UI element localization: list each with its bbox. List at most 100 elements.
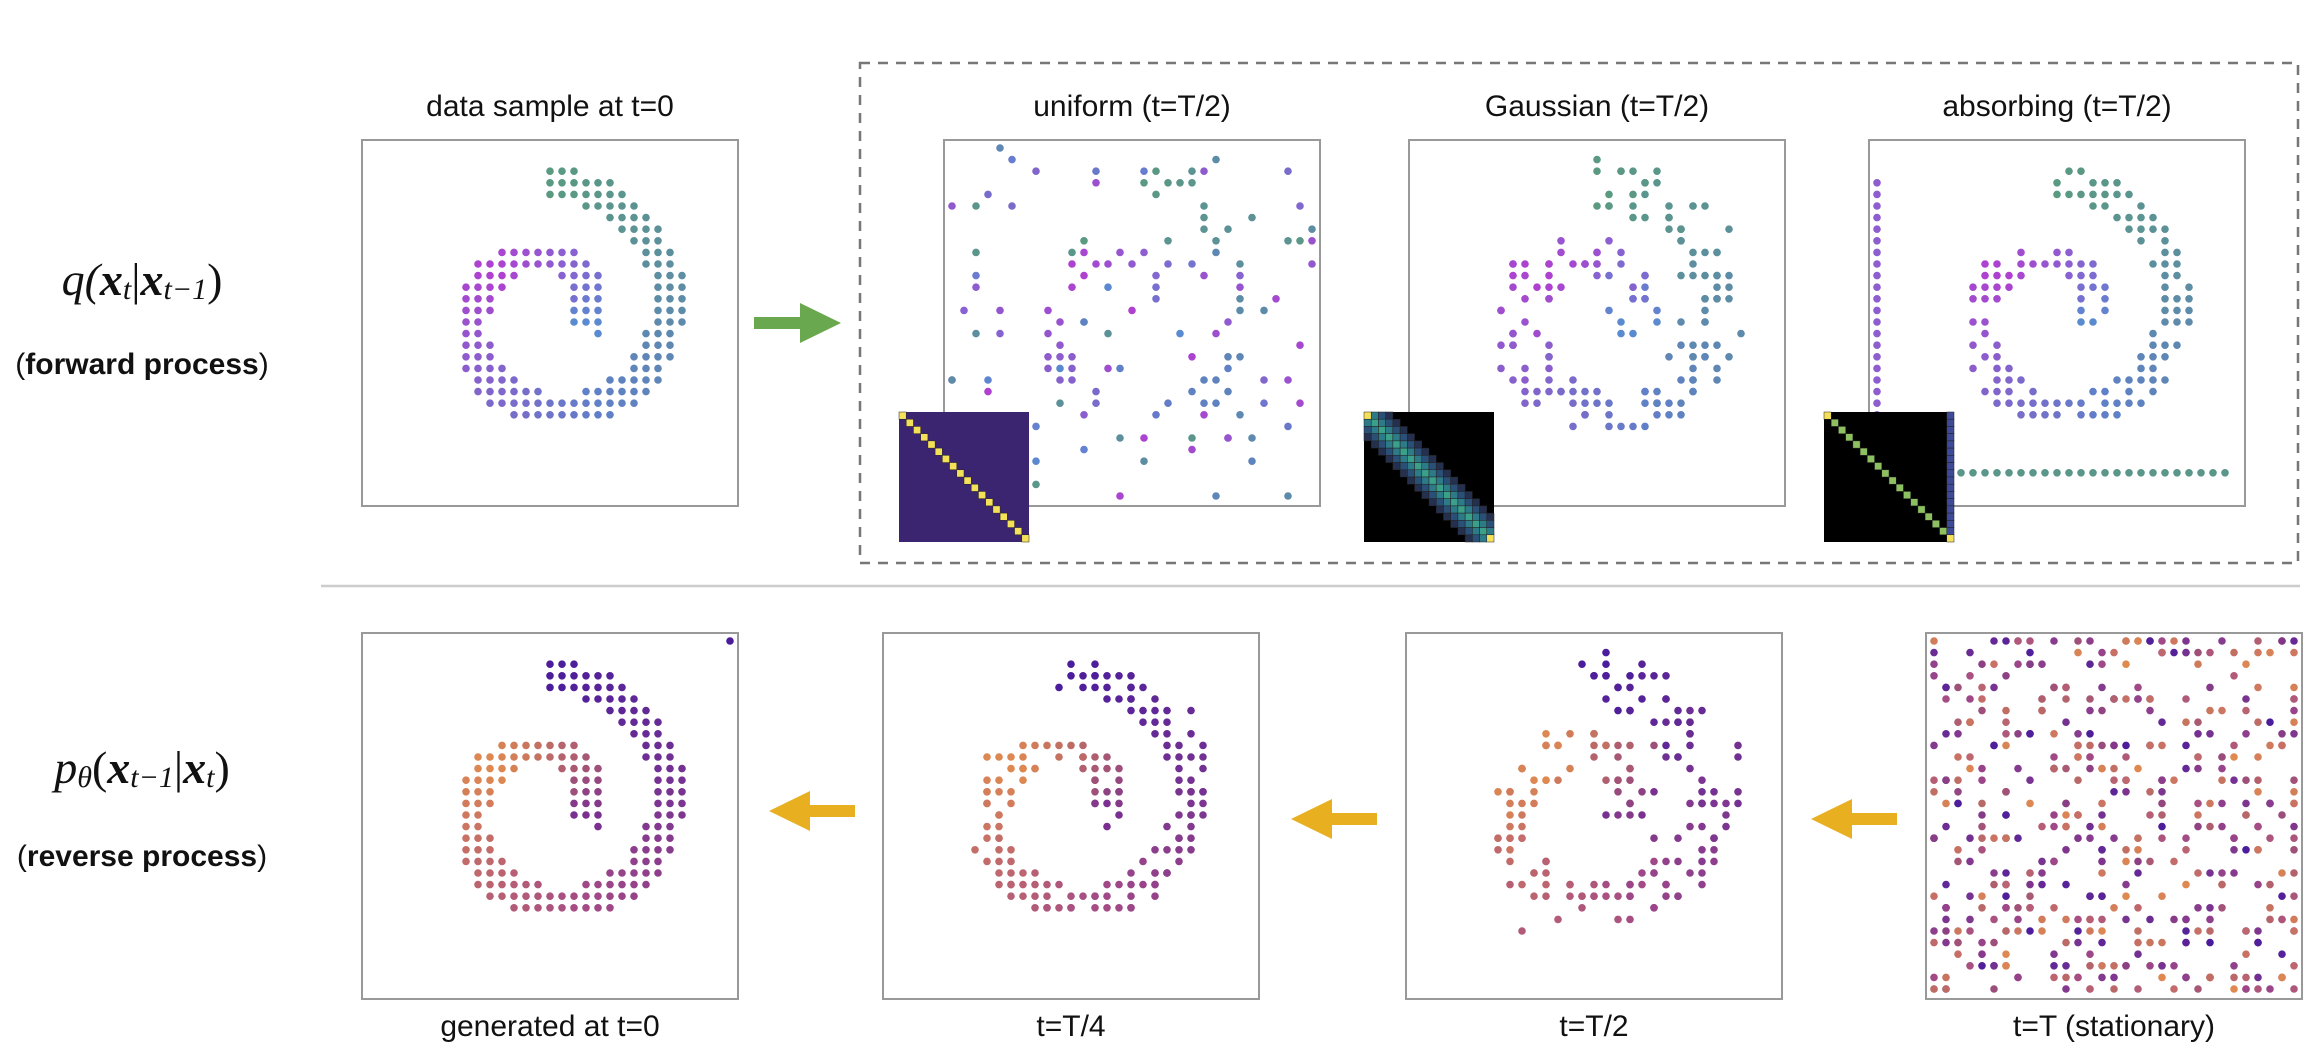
dot	[1236, 306, 1244, 315]
dot	[1990, 683, 1998, 692]
dot	[2134, 846, 2142, 854]
dot	[2278, 811, 2286, 819]
dot	[1590, 892, 1598, 900]
dot	[1990, 938, 1998, 947]
dot	[1521, 318, 1529, 326]
dot	[486, 295, 494, 303]
dot	[570, 788, 578, 796]
dot	[1689, 271, 1697, 280]
dot	[546, 167, 554, 175]
dot	[1236, 295, 1244, 303]
matrix-cell	[1414, 483, 1423, 492]
dot	[2038, 857, 2046, 866]
dot	[474, 329, 482, 338]
dot	[1509, 376, 1517, 384]
dot	[1626, 880, 1634, 889]
dot	[1296, 202, 1304, 210]
dot	[2098, 927, 2106, 935]
dot	[486, 376, 494, 384]
dot	[1713, 271, 1721, 280]
dot	[1665, 411, 1673, 419]
matrix-cell	[913, 426, 921, 434]
dot	[1578, 892, 1586, 900]
dot	[1662, 892, 1670, 900]
dot	[486, 364, 494, 373]
dot	[1638, 869, 1646, 877]
dot	[558, 399, 566, 408]
dot	[2014, 637, 2022, 645]
dot	[983, 857, 991, 866]
dot	[654, 376, 662, 384]
dot	[2230, 648, 2238, 657]
dot	[2230, 753, 2238, 761]
dot	[666, 741, 674, 750]
dot	[2086, 962, 2094, 970]
matrix-cell	[1414, 469, 1423, 478]
dot	[1236, 411, 1244, 419]
dot	[1080, 318, 1088, 326]
matrix-cell	[1443, 491, 1451, 499]
dot	[474, 260, 482, 268]
dot	[1091, 683, 1099, 692]
dot	[2065, 271, 2073, 280]
dot	[2086, 892, 2094, 900]
dot	[510, 411, 518, 419]
dot	[995, 857, 1003, 866]
dot	[462, 341, 470, 350]
dot	[2278, 892, 2286, 900]
dot	[522, 411, 530, 419]
dot	[2149, 376, 2157, 384]
dot	[1957, 469, 1965, 477]
matrix-cell	[1407, 462, 1415, 471]
dot	[1091, 799, 1099, 808]
dot	[2077, 260, 2085, 268]
dot	[1650, 718, 1658, 726]
dot	[1068, 376, 1076, 384]
matrix-cell	[927, 440, 936, 449]
dot	[1187, 788, 1195, 796]
dot	[2194, 753, 2202, 761]
dot	[1873, 329, 1881, 338]
dot	[1284, 492, 1292, 500]
dot	[486, 799, 494, 808]
dot	[486, 764, 494, 773]
dot	[2146, 695, 2154, 703]
dot	[570, 295, 578, 303]
dot	[1993, 387, 2001, 396]
dot	[462, 788, 470, 796]
dot	[1103, 799, 1111, 808]
dot	[570, 764, 578, 773]
dot	[582, 892, 590, 900]
dot	[642, 880, 650, 889]
dot	[1103, 753, 1111, 761]
dot	[1689, 387, 1697, 396]
panel: t=T/2	[1405, 632, 1783, 1043]
dot	[1518, 799, 1526, 808]
dot	[2005, 376, 2013, 384]
dot	[1713, 295, 1721, 303]
dot	[1617, 329, 1625, 338]
dot	[1722, 811, 1730, 819]
dot	[1164, 179, 1172, 187]
dot	[1602, 880, 1610, 889]
dot	[2062, 695, 2070, 703]
dot	[2101, 190, 2109, 199]
dot	[2098, 857, 2106, 866]
dot	[2122, 915, 2130, 924]
dot	[654, 753, 662, 761]
matrix-cell	[1421, 476, 1430, 485]
matrix-cell	[1464, 512, 1473, 521]
dot	[2218, 869, 2226, 877]
dot	[1296, 341, 1304, 350]
dot	[654, 776, 662, 784]
dot	[1569, 422, 1577, 431]
dot	[534, 741, 542, 750]
dot	[2002, 962, 2010, 970]
dot	[1993, 283, 2001, 292]
dot	[2101, 202, 2109, 210]
dashed-frame	[858, 61, 2300, 565]
dot	[1019, 764, 1027, 773]
dot	[1068, 283, 1076, 292]
dot	[1566, 730, 1574, 738]
matrix-cell	[1435, 476, 1444, 485]
